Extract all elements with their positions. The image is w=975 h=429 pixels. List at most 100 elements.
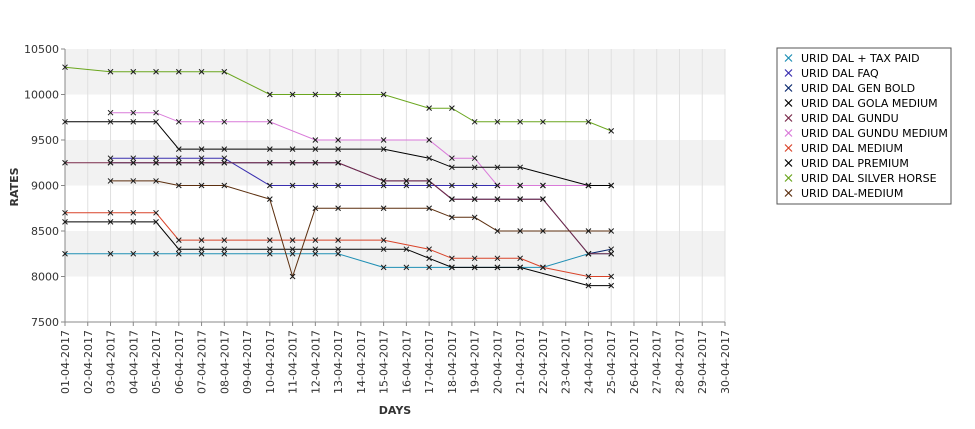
data-point: [107, 159, 114, 166]
data-point: [517, 118, 524, 125]
data-point: [471, 155, 478, 162]
data-point: [494, 264, 501, 271]
x-tick-label: 26-04-2017: [628, 330, 641, 394]
data-point: [198, 182, 205, 189]
data-point: [608, 282, 615, 289]
data-point: [517, 196, 524, 203]
data-point: [289, 91, 296, 98]
data-point: [130, 178, 137, 184]
x-axis-title: DAYS: [379, 404, 412, 417]
data-point: [585, 228, 592, 234]
data-point: [380, 205, 387, 212]
legend-label: URID DAL GOLA MEDIUM: [801, 97, 938, 110]
data-point: [175, 182, 182, 189]
data-point: [449, 264, 455, 271]
legend-label: URID DAL SILVER HORSE: [801, 172, 937, 185]
data-point: [221, 159, 228, 166]
data-point: [107, 250, 114, 257]
x-tick-label: 01-04-2017: [59, 330, 72, 394]
data-point: [221, 118, 228, 125]
data-point: [312, 182, 319, 189]
data-point: [130, 209, 137, 216]
x-tick-label: 07-04-2017: [196, 330, 209, 394]
data-point: [335, 182, 341, 189]
data-point: [608, 250, 615, 257]
x-tick-label: 22-04-2017: [537, 330, 550, 394]
data-point: [175, 159, 182, 166]
legend-item: URID DAL MEDIUM: [784, 142, 903, 155]
legend-marker-icon: [784, 174, 793, 182]
legend-item: URID DAL GEN BOLD: [784, 82, 915, 95]
data-point: [266, 118, 273, 125]
x-tick-label: 06-04-2017: [173, 330, 186, 394]
data-point: [130, 159, 137, 166]
data-point: [608, 246, 615, 253]
legend-item: URID DAL GOLA MEDIUM: [784, 97, 938, 110]
x-tick-label: 18-04-2017: [446, 330, 459, 394]
data-point: [494, 118, 501, 125]
data-point: [107, 219, 114, 225]
data-point: [107, 209, 114, 216]
data-point: [130, 118, 137, 125]
data-point: [198, 250, 205, 257]
data-point: [221, 182, 228, 189]
x-tick-label: 03-04-2017: [105, 330, 118, 394]
data-point: [517, 264, 524, 271]
data-point: [198, 246, 205, 253]
data-point: [130, 219, 137, 225]
data-point: [221, 146, 228, 152]
legend-label: URID DAL MEDIUM: [801, 142, 903, 155]
data-point: [471, 196, 478, 203]
data-point: [380, 91, 387, 98]
data-point: [153, 118, 159, 125]
data-point: [608, 273, 615, 280]
y-tick-label: 9500: [31, 134, 59, 147]
data-point: [608, 128, 615, 134]
data-point: [380, 246, 387, 253]
data-point: [449, 214, 455, 221]
legend-marker-icon: [784, 189, 793, 197]
x-tick-labels: 01-04-2017 02-04-2017 03-04-2017 04-04-2017…: [59, 330, 732, 394]
data-point: [266, 246, 273, 253]
data-point: [107, 68, 114, 75]
data-point: [540, 118, 546, 125]
data-point: [175, 68, 182, 75]
data-point: [289, 182, 296, 189]
data-point: [312, 237, 319, 243]
x-tick-label: 17-04-2017: [423, 330, 436, 394]
data-point: [198, 237, 205, 243]
data-point: [335, 91, 341, 98]
x-tick-label: 19-04-2017: [469, 330, 482, 394]
data-point: [380, 264, 387, 271]
series-line-7: [65, 212, 612, 277]
x-tick-label: 14-04-2017: [355, 330, 368, 394]
data-point: [403, 246, 410, 253]
legend-item: URID DAL PREMIUM: [784, 157, 909, 170]
data-point: [130, 68, 137, 75]
legend-label: URID DAL GUNDU: [801, 112, 899, 125]
data-point: [266, 182, 273, 189]
data-point: [517, 228, 524, 234]
data-point: [198, 68, 205, 75]
data-point: [585, 282, 592, 289]
data-point: [471, 264, 478, 271]
legend-item: URID DAL GUNDU: [784, 112, 899, 125]
data-point: [62, 209, 68, 216]
data-point: [540, 264, 546, 271]
data-point: [335, 159, 341, 166]
legend-label: URID DAL PREMIUM: [801, 157, 909, 170]
data-point: [198, 155, 205, 162]
data-point: [540, 196, 546, 203]
data-point: [62, 250, 68, 257]
data-point: [107, 178, 114, 184]
legend-item: URID DAL + TAX PAID: [784, 52, 920, 65]
data-point: [335, 205, 341, 212]
series-markers: [62, 64, 615, 289]
x-tick-label: 28-04-2017: [673, 330, 686, 394]
legend-marker-icon: [784, 159, 793, 167]
legend-item: URID DAL GUNDU MEDIUM: [784, 127, 948, 140]
data-point: [198, 159, 205, 166]
legend-item: URID DAL FAQ: [784, 67, 879, 80]
data-point: [494, 228, 501, 234]
